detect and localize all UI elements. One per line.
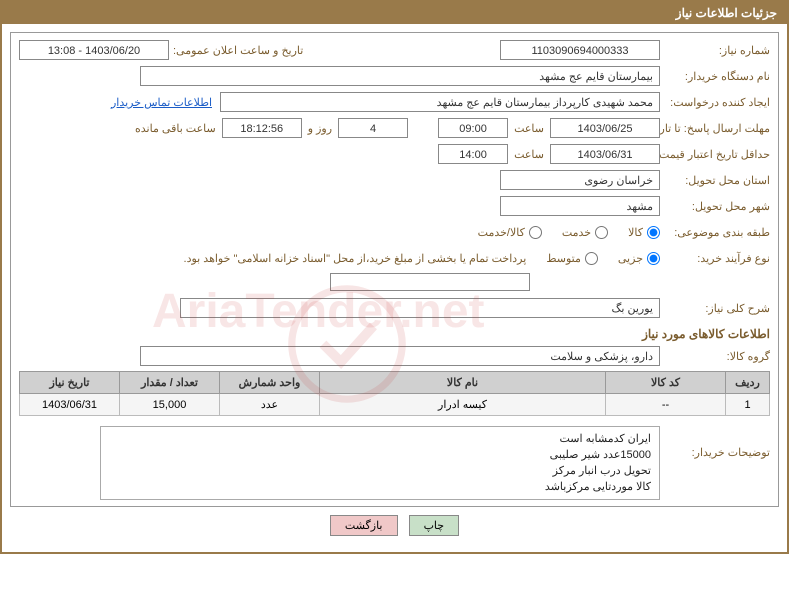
radio-medium-label: متوسط xyxy=(546,252,581,265)
category-label: طبقه بندی موضوعی: xyxy=(660,226,770,239)
goods-section-title: اطلاعات کالاهای مورد نیاز xyxy=(19,327,770,341)
radio-partial-input[interactable] xyxy=(647,252,660,265)
radio-goods-service[interactable]: کالا/خدمت xyxy=(478,226,542,239)
process-radio-group: جزیی متوسط xyxy=(546,252,660,265)
radio-partial[interactable]: جزیی xyxy=(618,252,660,265)
need-number-label: شماره نیاز: xyxy=(660,44,770,57)
row-category: طبقه بندی موضوعی: کالا خدمت کالا/خدمت xyxy=(19,221,770,243)
buyer-org-field: بیمارستان قایم عج مشهد xyxy=(140,66,660,86)
process-type-label: نوع فرآیند خرید: xyxy=(660,252,770,265)
radio-goods-service-label: کالا/خدمت xyxy=(478,226,525,239)
row-need-number: شماره نیاز: 1103090694000333 تاریخ و ساع… xyxy=(19,39,770,61)
brief-field: یورین بگ xyxy=(180,298,660,318)
goods-group-label: گروه کالا: xyxy=(660,350,770,363)
row-price-validity: حداقل تاریخ اعتبار قیمت: تا تاریخ: 1403/… xyxy=(19,143,770,165)
price-validity-time-field: 14:00 xyxy=(438,144,508,164)
row-extra-box xyxy=(19,273,770,291)
radio-goods-service-input[interactable] xyxy=(529,226,542,239)
buyer-org-label: نام دستگاه خریدار: xyxy=(660,70,770,83)
price-validity-label: حداقل تاریخ اعتبار قیمت: تا تاریخ: xyxy=(660,148,770,161)
requester-field: محمد شهیدی کارپرداز بیمارستان قایم عج مش… xyxy=(220,92,660,112)
remaining-suffix-label: ساعت باقی مانده xyxy=(129,122,222,135)
price-validity-date-field: 1403/06/31 xyxy=(550,144,660,164)
row-delivery-city: شهر محل تحویل: مشهد xyxy=(19,195,770,217)
td-code: -- xyxy=(606,394,726,416)
main-info-box: شماره نیاز: 1103090694000333 تاریخ و ساع… xyxy=(10,32,779,507)
radio-goods-input[interactable] xyxy=(647,226,660,239)
th-unit: واحد شمارش xyxy=(220,372,320,394)
row-delivery-province: استان محل تحویل: خراسان رضوی xyxy=(19,169,770,191)
response-deadline-label: مهلت ارسال پاسخ: تا تاریخ: xyxy=(660,122,770,135)
extra-empty-field xyxy=(330,273,530,291)
td-name: کیسه ادرار xyxy=(320,394,606,416)
th-row: ردیف xyxy=(726,372,770,394)
delivery-city-label: شهر محل تحویل: xyxy=(660,200,770,213)
goods-table: ردیف کد کالا نام کالا واحد شمارش تعداد /… xyxy=(19,371,770,416)
requester-label: ایجاد کننده درخواست: xyxy=(660,96,770,109)
remaining-time-field: 18:12:56 xyxy=(222,118,302,138)
buyer-notes-label: توضیحات خریدار: xyxy=(660,422,770,459)
radio-goods-label: کالا xyxy=(628,226,643,239)
radio-goods[interactable]: کالا xyxy=(628,226,660,239)
buyer-notes-box: ایران کدمشابه است15000عدد شیر صلیبیتحویل… xyxy=(100,426,660,500)
response-date-field: 1403/06/25 xyxy=(550,118,660,138)
page-title-bar: جزئیات اطلاعات نیاز xyxy=(2,2,787,24)
buyer-contact-link[interactable]: اطلاعات تماس خریدار xyxy=(111,96,212,109)
row-response-deadline: مهلت ارسال پاسخ: تا تاریخ: 1403/06/25 سا… xyxy=(19,117,770,139)
page-title: جزئیات اطلاعات نیاز xyxy=(676,6,777,20)
outer-frame: جزئیات اطلاعات نیاز AriaTender.net شماره… xyxy=(0,0,789,554)
radio-medium[interactable]: متوسط xyxy=(546,252,598,265)
goods-group-field: دارو، پزشکی و سلامت xyxy=(140,346,660,366)
time-label-1: ساعت xyxy=(508,122,550,135)
need-number-field: 1103090694000333 xyxy=(500,40,660,60)
print-button[interactable]: چاپ xyxy=(409,515,460,536)
category-radio-group: کالا خدمت کالا/خدمت xyxy=(478,226,660,239)
announce-datetime-field: 1403/06/20 - 13:08 xyxy=(19,40,169,60)
table-row: 1 -- کیسه ادرار عدد 15,000 1403/06/31 xyxy=(20,394,770,416)
radio-partial-label: جزیی xyxy=(618,252,643,265)
radio-service-input[interactable] xyxy=(595,226,608,239)
days-and-label: روز و xyxy=(302,122,338,135)
back-button[interactable]: بازگشت xyxy=(330,515,398,536)
brief-label: شرح کلی نیاز: xyxy=(660,302,770,315)
time-label-2: ساعت xyxy=(508,148,550,161)
remaining-days-field: 4 xyxy=(338,118,408,138)
row-buyer-notes: توضیحات خریدار: ایران کدمشابه است15000عد… xyxy=(19,422,770,500)
th-code: کد کالا xyxy=(606,372,726,394)
payment-note: پرداخت تمام یا بخشی از مبلغ خرید،از محل … xyxy=(184,252,527,265)
announce-datetime-label: تاریخ و ساعت اعلان عمومی: xyxy=(169,44,303,57)
td-row: 1 xyxy=(726,394,770,416)
delivery-province-label: استان محل تحویل: xyxy=(660,174,770,187)
td-qty: 15,000 xyxy=(120,394,220,416)
delivery-city-field: مشهد xyxy=(500,196,660,216)
row-brief: شرح کلی نیاز: یورین بگ xyxy=(19,297,770,319)
th-qty: تعداد / مقدار xyxy=(120,372,220,394)
table-header-row: ردیف کد کالا نام کالا واحد شمارش تعداد /… xyxy=(20,372,770,394)
radio-service-label: خدمت xyxy=(562,226,591,239)
th-name: نام کالا xyxy=(320,372,606,394)
td-unit: عدد xyxy=(220,394,320,416)
delivery-province-field: خراسان رضوی xyxy=(500,170,660,190)
radio-service[interactable]: خدمت xyxy=(562,226,608,239)
row-process-type: نوع فرآیند خرید: جزیی متوسط پرداخت تمام … xyxy=(19,247,770,269)
response-time-field: 09:00 xyxy=(438,118,508,138)
radio-medium-input[interactable] xyxy=(585,252,598,265)
th-date: تاریخ نیاز xyxy=(20,372,120,394)
row-requester: ایجاد کننده درخواست: محمد شهیدی کارپرداز… xyxy=(19,91,770,113)
td-date: 1403/06/31 xyxy=(20,394,120,416)
row-buyer-org: نام دستگاه خریدار: بیمارستان قایم عج مشه… xyxy=(19,65,770,87)
bottom-button-bar: چاپ بازگشت xyxy=(10,507,779,544)
row-goods-group: گروه کالا: دارو، پزشکی و سلامت xyxy=(19,345,770,367)
